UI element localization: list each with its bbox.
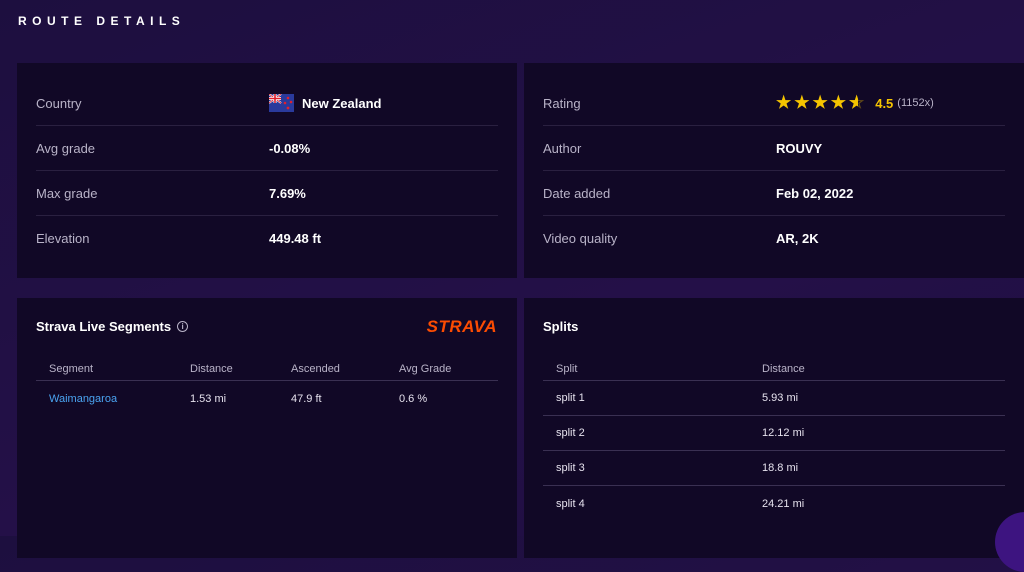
rating-value: 4.5 xyxy=(875,95,894,111)
split-name: split 3 xyxy=(556,462,585,474)
detail-label: Video quality xyxy=(543,231,618,246)
column-header: Distance xyxy=(762,363,805,375)
column-header: Segment xyxy=(49,363,94,375)
split-distance: 18.8 mi xyxy=(762,462,799,474)
detail-value: New Zealand xyxy=(302,95,382,111)
table-row: split 2 12.12 mi xyxy=(543,416,1005,451)
column-header: Split xyxy=(556,363,578,375)
route-details-card-right: Rating ★★★★☆★ 4.5(1152x) Author ROUVY Date… xyxy=(524,63,1024,278)
column-header: Avg Grade xyxy=(399,363,452,375)
detail-value: Feb 02, 2022 xyxy=(776,185,854,201)
table-row: split 1 5.93 mi xyxy=(543,381,1005,416)
detail-row-rating: Rating ★★★★☆★ 4.5(1152x) xyxy=(543,81,1005,126)
detail-label: Rating xyxy=(543,95,581,111)
detail-row-elevation: Elevation 449.48 ft xyxy=(36,216,498,261)
segment-ascended: 47.9 ft xyxy=(291,392,322,405)
detail-value: AR, 2K xyxy=(776,231,819,246)
splits-table-header: Split Distance xyxy=(543,358,1005,381)
detail-label: Elevation xyxy=(36,231,90,246)
rating-stars-icon: ★★★★☆★ xyxy=(776,93,868,112)
table-row: split 3 18.8 mi xyxy=(543,451,1005,486)
detail-label: Country xyxy=(36,95,82,111)
detail-row-max-grade: Max grade 7.69% xyxy=(36,171,498,216)
detail-value: 449.48 ft xyxy=(269,231,322,246)
detail-value: ROUVY xyxy=(776,140,823,156)
segments-table-header: Segment Distance Ascended Avg Grade xyxy=(36,358,498,381)
split-distance: 12.12 mi xyxy=(762,427,805,439)
table-row: Waimangaroa 1.53 mi 47.9 ft 0.6 % xyxy=(36,381,498,416)
detail-value: 7.69% xyxy=(269,185,306,201)
strava-logo: STRAVA xyxy=(426,317,497,336)
split-name: split 4 xyxy=(556,497,585,510)
split-distance: 5.93 mi xyxy=(762,392,799,404)
detail-row-avg-grade: Avg grade -0.08% xyxy=(36,126,498,171)
detail-row-date-added: Date added Feb 02, 2022 xyxy=(543,171,1005,216)
info-icon[interactable]: i xyxy=(177,321,189,332)
column-header: Distance xyxy=(190,363,233,375)
route-details-card-left: Country New Zealand Avg grade -0.08% Max … xyxy=(17,63,517,278)
detail-label: Max grade xyxy=(36,185,98,201)
split-distance: 24.21 mi xyxy=(762,497,805,510)
strava-title: Strava Live Segments xyxy=(36,319,172,334)
detail-label: Avg grade xyxy=(36,140,96,156)
column-header: Ascended xyxy=(291,363,340,375)
detail-value: -0.08% xyxy=(269,140,311,156)
segment-avg-grade: 0.6 % xyxy=(399,392,428,405)
rating-count: (1152x) xyxy=(897,97,934,109)
detail-label: Author xyxy=(543,140,582,156)
detail-row-author: Author ROUVY xyxy=(543,126,1005,171)
split-name: split 2 xyxy=(556,427,585,439)
segment-link[interactable]: Waimangaroa xyxy=(49,392,118,405)
new-zealand-flag-icon xyxy=(269,94,294,112)
detail-row-video-quality: Video quality AR, 2K xyxy=(543,216,1005,261)
splits-title: Splits xyxy=(543,319,579,334)
splits-card: Splits Split Distance split 1 5.93 mi spl… xyxy=(524,298,1024,558)
split-name: split 1 xyxy=(556,392,585,404)
table-row: split 4 24.21 mi xyxy=(543,486,1005,521)
segment-distance: 1.53 mi xyxy=(190,392,227,405)
section-title: ROUTE DETAILS xyxy=(18,14,186,28)
detail-row-country: Country New Zealand xyxy=(36,81,498,126)
strava-segments-card: Strava Live Segments i STRAVA Segment Dis… xyxy=(17,298,517,558)
detail-label: Date added xyxy=(543,185,611,201)
